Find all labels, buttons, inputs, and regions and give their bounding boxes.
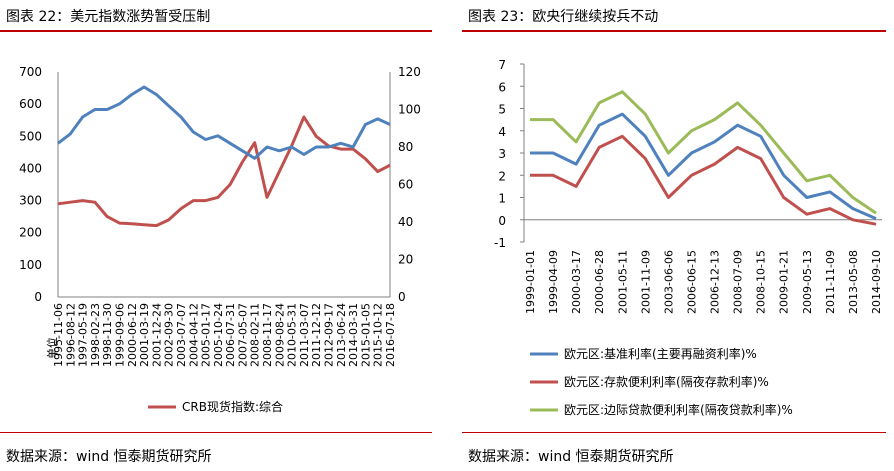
unit-label: 单位 [45,337,59,359]
right-y-tick-label: 100 [398,103,421,117]
left-y-tick-label: 400 [19,161,42,175]
series-line-dollar-index [57,85,391,160]
x-tick-label: 2002-09-30 [163,303,176,367]
x-tick-label: 1998-11-30 [101,303,114,367]
right-y-tick-label: 60 [398,178,413,192]
x-tick-label: 2006-07-31 [224,303,237,367]
x-tick-label: 2008-07-09 [732,250,745,314]
x-tick-label: 1999-01-01 [524,250,537,314]
x-tick-label: 2008-10-15 [755,250,768,314]
y-tick-label: 7 [498,58,506,72]
legend-label: 欧元区:边际贷款便利利率(隔夜贷款利率)% [564,402,793,417]
left-y-tick-label: 200 [19,226,42,240]
x-tick-label: 2005-10-24 [212,303,225,367]
legend-label: CRB现货指数:综合 [182,399,283,414]
x-tick-label: 2001-12-24 [150,303,163,367]
x-tick-label: 2006-06-15 [685,250,698,314]
right-chart-panel: 图表 23：欧央行继续按兵不动 7 6 5 4 3 2 1 0 -1 1999-01-01 1999… [462,0,894,471]
y-tick-label: 0 [498,214,506,228]
x-tick-label: 2005-01-17 [200,303,213,367]
x-tick-label: 2011-12-12 [310,303,323,367]
right-y-tick-label: 120 [398,65,421,79]
y-tick-label: 6 [498,80,506,94]
x-tick-label: 1999-04-09 [547,250,560,314]
x-tick-label: 2008-02-11 [249,303,262,367]
right-source-note: 数据来源：wind 恒泰期货研究所 [468,449,674,465]
x-tick-label: 2004-04-12 [187,303,200,367]
right-chart-title: 图表 23：欧央行继续按兵不动 [468,9,659,25]
y-tick-label: -1 [494,236,506,250]
x-tick-label: 2003-07-07 [175,303,188,367]
series-line-crb-index [57,115,391,228]
y-tick-label: 3 [498,147,506,161]
left-chart-svg: 0 100 200 300 400 500 600 700 0 20 40 60 80 100 120 199… [19,65,421,414]
legend-label: 欧元区:存款便利利率(隔夜存款利率)% [564,374,769,389]
left-y-tick-label: 500 [19,129,42,143]
right-y-tick-label: 20 [398,253,413,267]
y-tick-label: 5 [498,103,506,117]
x-tick-label: 2001-11-09 [639,250,652,314]
right-y-tick-label: 80 [398,140,413,154]
left-chart-title: 图表 22：美元指数涨势暂受压制 [6,9,211,25]
right-bottom-rule [462,432,886,433]
series-line-base-rate [530,112,877,220]
x-tick-label: 1999-09-06 [113,303,126,367]
x-tick-label: 1998-02-23 [89,303,102,367]
x-tick-label: 2006-12-13 [709,250,722,314]
left-y-tick-label: 700 [19,65,42,79]
x-tick-label: 2001-05-11 [616,250,629,314]
x-tick-label: 2013-06-24 [335,303,348,367]
y-tick-label: 2 [498,169,506,183]
x-tick-label: 2009-05-13 [801,250,814,314]
x-tick-label: 2013-05-08 [847,250,860,314]
y-tick-label: 1 [498,192,506,206]
x-tick-label: 2014-09-10 [870,250,883,314]
right-y-tick-label: 40 [398,215,413,229]
x-tick-label: 2007-05-07 [236,303,249,367]
left-y-tick-label: 300 [19,194,42,208]
x-tick-label: 2010-05-31 [286,303,299,367]
right-y-tick-label: 0 [398,290,406,304]
x-tick-label: 2003-06-06 [662,250,675,314]
left-y-tick-label: 100 [19,258,42,272]
x-tick-label: 2000-06-28 [593,250,606,314]
left-bottom-rule [0,432,432,433]
x-tick-label: 2009-08-24 [273,303,286,367]
x-tick-label: 2011-11-09 [824,250,837,314]
x-tick-label: 1996-08-12 [64,303,77,367]
left-y-tick-label: 600 [19,97,42,111]
series-line-lending-rate [530,90,877,215]
left-title-rule [0,30,432,32]
x-tick-label: 2015-10-12 [372,303,385,367]
y-tick-label: 4 [498,125,506,139]
x-tick-label: 2012-09-17 [323,303,336,367]
legend-label: 欧元区:基准利率(主要再融资利率)% [564,346,757,361]
x-tick-label: 1997-05-19 [77,303,90,367]
right-chart-svg: 7 6 5 4 3 2 1 0 -1 1999-01-01 1999-04-09 2000-03-17… [494,58,883,417]
x-tick-label: 2014-03-31 [347,303,360,367]
series-line-deposit-rate [530,134,877,226]
x-tick-label: 2009-01-21 [778,250,791,314]
left-source-note: 数据来源：wind 恒泰期货研究所 [6,449,212,465]
x-tick-label: 2001-03-19 [138,303,151,367]
x-tick-label: 2011-03-07 [298,303,311,367]
x-tick-label: 2000-03-17 [570,250,583,314]
x-tick-label: 2000-06-12 [126,303,139,367]
x-tick-label: 2008-11-17 [261,303,274,367]
right-title-rule [462,30,886,32]
x-tick-label: 1995-11-06 [52,303,65,367]
x-tick-label: 2015-01-05 [359,303,372,367]
left-y-tick-label: 0 [34,290,42,304]
left-chart-panel: 图表 22：美元指数涨势暂受压制 0 100 200 300 400 500 600 700 0… [0,0,440,471]
x-tick-label: 2016-07-18 [384,303,397,367]
